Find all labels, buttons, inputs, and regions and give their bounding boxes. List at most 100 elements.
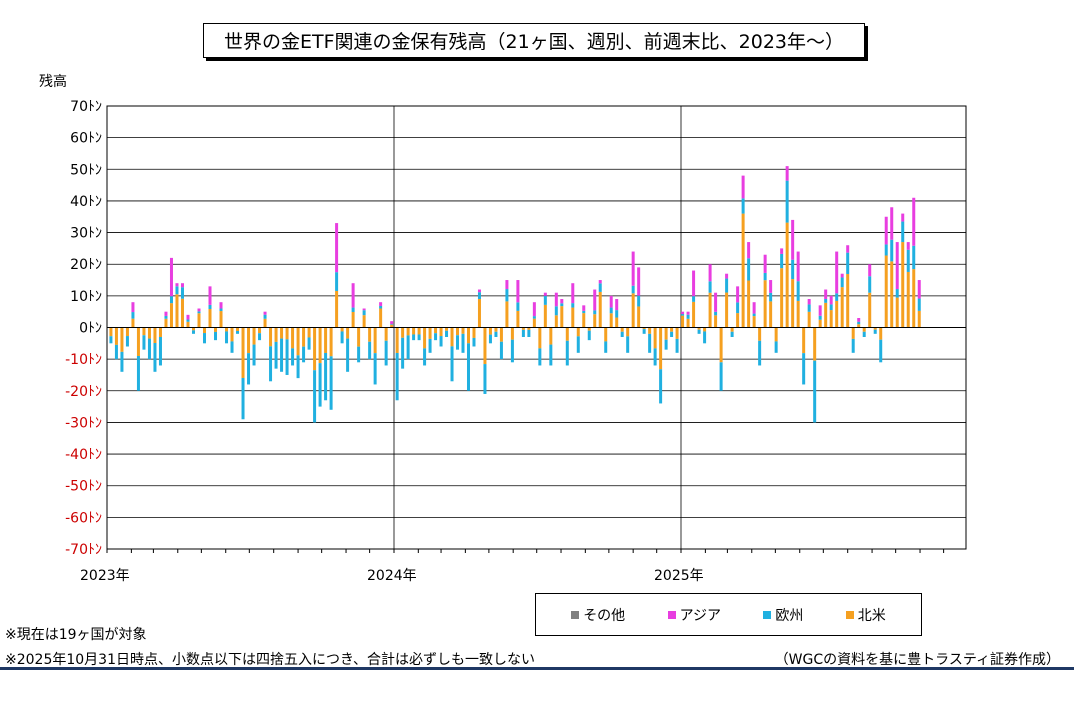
bar-segment bbox=[675, 327, 679, 339]
bar-segment bbox=[423, 327, 427, 349]
y-tick-label: 40ﾄﾝ bbox=[70, 194, 102, 210]
bar-segment bbox=[862, 327, 866, 332]
bar-segment bbox=[868, 276, 872, 293]
bar-segment bbox=[840, 287, 844, 328]
bar-segment bbox=[483, 364, 487, 394]
bar-segment bbox=[175, 294, 179, 328]
bar-segment bbox=[763, 254, 767, 273]
bar-segment bbox=[406, 327, 410, 336]
bar-segment bbox=[741, 198, 745, 214]
axes bbox=[106, 549, 945, 553]
y-tick-label: 0ﾄﾝ bbox=[79, 321, 102, 337]
bar-segment bbox=[835, 251, 839, 294]
bar-segment bbox=[890, 261, 894, 328]
bar-segment bbox=[917, 298, 921, 311]
bar-segment bbox=[412, 334, 416, 341]
bar-series bbox=[107, 166, 966, 423]
bar-segment bbox=[219, 302, 223, 309]
bar-segment bbox=[169, 296, 173, 304]
bar-segment bbox=[147, 327, 151, 339]
legend-label-asia: アジア bbox=[679, 607, 722, 624]
bar-segment bbox=[285, 339, 289, 375]
bar-segment bbox=[747, 280, 751, 328]
bar-segment bbox=[313, 327, 317, 371]
bar-segment bbox=[604, 341, 608, 353]
bar-segment bbox=[543, 292, 547, 296]
legend: その他 アジア 欧州 北米 bbox=[535, 593, 922, 636]
bar-segment bbox=[313, 370, 317, 423]
bar-segment bbox=[653, 348, 657, 366]
bar-segment bbox=[247, 327, 251, 354]
bar-segment bbox=[708, 281, 712, 293]
bar-segment bbox=[851, 327, 855, 339]
bar-segment bbox=[461, 327, 465, 334]
bar-segment bbox=[247, 353, 251, 385]
bar-segment bbox=[593, 310, 597, 315]
bar-segment bbox=[329, 327, 333, 357]
bar-segment bbox=[769, 280, 773, 293]
bar-segment bbox=[169, 303, 173, 328]
bar-segment bbox=[895, 242, 899, 290]
bar-segment bbox=[434, 327, 438, 334]
bar-segment bbox=[714, 311, 718, 316]
y-tick-label: -30ﾄﾝ bbox=[65, 415, 102, 431]
bar-segment bbox=[477, 289, 481, 293]
bar-segment bbox=[626, 336, 630, 353]
bar-segment bbox=[263, 311, 267, 315]
bar-segment bbox=[258, 333, 262, 341]
bar-segment bbox=[214, 331, 218, 341]
bar-segment bbox=[857, 318, 861, 322]
bar-segment bbox=[829, 295, 833, 305]
bar-segment bbox=[686, 311, 690, 315]
bar-segment bbox=[357, 346, 361, 363]
bar-segment bbox=[807, 299, 811, 305]
bar-segment bbox=[390, 321, 394, 325]
bar-segment bbox=[219, 311, 223, 328]
bar-segment bbox=[681, 315, 685, 328]
bar-segment bbox=[368, 327, 372, 342]
x-tick-label: 2025年 bbox=[654, 568, 704, 584]
bar-segment bbox=[714, 315, 718, 328]
bar-segment bbox=[274, 327, 278, 342]
bottom-rule bbox=[0, 667, 1074, 670]
bar-segment bbox=[741, 213, 745, 328]
bar-segment bbox=[703, 331, 707, 344]
bar-segment bbox=[796, 281, 800, 301]
bar-segment bbox=[527, 329, 531, 337]
bar-segment bbox=[895, 297, 899, 328]
bar-segment bbox=[114, 344, 118, 360]
y-tick-label: -60ﾄﾝ bbox=[65, 510, 102, 526]
bar-segment bbox=[131, 302, 135, 313]
bar-segment bbox=[158, 327, 162, 337]
bar-segment bbox=[191, 327, 195, 331]
bar-segment bbox=[648, 333, 652, 353]
bar-segment bbox=[620, 331, 624, 337]
bar-segment bbox=[906, 242, 910, 250]
bar-segment bbox=[373, 327, 377, 354]
bar-segment bbox=[252, 344, 256, 366]
bar-segment bbox=[302, 327, 306, 347]
bar-segment bbox=[368, 341, 372, 360]
bar-segment bbox=[736, 313, 740, 328]
bar-segment bbox=[263, 318, 267, 328]
bar-segment bbox=[147, 338, 151, 360]
bar-segment bbox=[477, 299, 481, 328]
bar-segment bbox=[527, 327, 531, 330]
bar-segment bbox=[653, 327, 657, 349]
bar-segment bbox=[307, 337, 311, 350]
bar-segment bbox=[840, 277, 844, 288]
bar-segment bbox=[582, 310, 586, 314]
bar-segment bbox=[395, 352, 399, 401]
bar-segment bbox=[813, 327, 817, 361]
bar-segment bbox=[346, 327, 350, 339]
bar-segment bbox=[269, 327, 273, 347]
bar-segment bbox=[362, 315, 366, 328]
bar-segment bbox=[741, 175, 745, 199]
bar-segment bbox=[483, 327, 487, 365]
bar-segment bbox=[730, 327, 734, 332]
bar-segment bbox=[846, 252, 850, 275]
bar-segment bbox=[901, 242, 905, 328]
bar-segment bbox=[125, 336, 129, 347]
bar-segment bbox=[571, 283, 575, 304]
bar-segment bbox=[379, 305, 383, 309]
